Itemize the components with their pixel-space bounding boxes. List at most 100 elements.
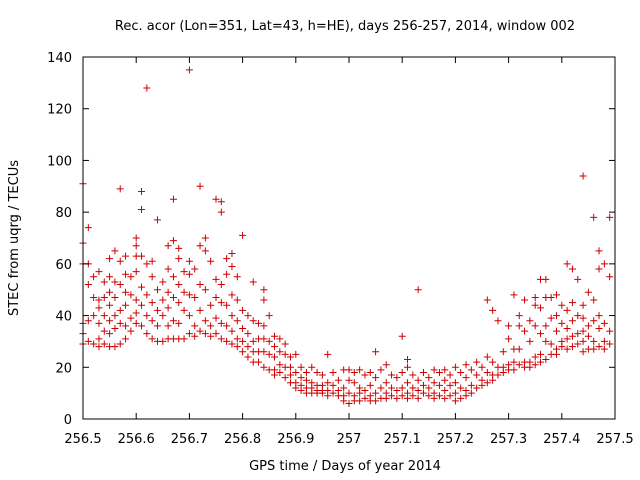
data-point — [116, 185, 124, 193]
y-tick-label: 120 — [47, 103, 72, 118]
data-point — [552, 350, 560, 358]
data-point — [169, 273, 177, 281]
data-point — [600, 319, 608, 327]
data-point — [361, 371, 369, 379]
data-point — [372, 397, 380, 405]
data-point — [138, 252, 146, 260]
data-point — [297, 374, 305, 382]
data-point — [185, 270, 193, 278]
data-point — [159, 312, 167, 320]
y-tick-label: 140 — [47, 51, 72, 66]
y-axis: 0 20 40 60 80 100 120 140 — [47, 51, 615, 428]
data-point — [132, 319, 140, 327]
data-point — [451, 363, 459, 371]
data-point — [233, 317, 241, 325]
data-point — [318, 371, 326, 379]
data-point — [286, 363, 294, 371]
y-tick-label: 60 — [55, 258, 72, 273]
data-point — [138, 283, 146, 291]
data-point — [191, 265, 199, 273]
data-point — [531, 301, 539, 309]
x-tick-label: 256.8 — [224, 432, 261, 447]
data-point — [153, 306, 161, 314]
x-axis-label: GPS time / Days of year 2014 — [249, 459, 441, 474]
data-point — [590, 213, 598, 221]
data-point — [584, 332, 592, 340]
data-point — [414, 376, 422, 384]
data-point — [563, 345, 571, 353]
data-point — [175, 299, 183, 307]
data-point — [600, 345, 608, 353]
data-point — [249, 278, 257, 286]
data-point — [244, 343, 252, 351]
x-tick-label: 256.7 — [171, 432, 208, 447]
data-point — [100, 327, 108, 335]
data-point — [111, 293, 119, 301]
data-point — [377, 384, 385, 392]
data-point — [111, 325, 119, 332]
data-point — [260, 296, 268, 304]
data-point — [148, 335, 156, 343]
data-point — [127, 291, 135, 299]
data-point — [404, 356, 412, 364]
data-point — [595, 343, 603, 351]
x-tick-label: 257.1 — [384, 432, 421, 447]
data-point — [414, 286, 422, 294]
data-point — [164, 288, 172, 296]
data-point — [419, 381, 427, 389]
x-tick-label: 257.4 — [543, 432, 580, 447]
data-point — [350, 379, 358, 387]
data-point — [169, 317, 177, 325]
data-point — [106, 288, 114, 296]
data-point — [398, 332, 406, 340]
data-point — [467, 381, 475, 389]
data-point — [382, 361, 390, 369]
data-point — [297, 387, 305, 395]
data-point — [302, 376, 310, 384]
data-point — [579, 348, 587, 356]
data-point — [239, 348, 247, 356]
data-point — [106, 317, 114, 325]
data-point — [568, 299, 576, 307]
data-point — [542, 356, 550, 364]
data-point — [196, 182, 204, 190]
data-point — [579, 172, 587, 180]
data-point — [169, 293, 177, 301]
data-point — [292, 384, 300, 392]
data-point — [228, 250, 236, 258]
data-point — [233, 273, 241, 281]
data-point — [132, 268, 140, 276]
data-point — [574, 330, 582, 338]
data-point — [159, 337, 167, 345]
data-point — [563, 260, 571, 268]
data-point — [462, 374, 470, 382]
data-point — [239, 306, 247, 314]
data-point — [574, 275, 582, 283]
data-point — [606, 327, 614, 335]
data-point — [552, 291, 560, 299]
data-point — [499, 368, 507, 376]
data-point — [84, 317, 92, 325]
data-point — [404, 379, 412, 387]
data-point — [201, 234, 209, 242]
data-point — [153, 322, 161, 330]
data-point — [164, 322, 172, 330]
data-point — [106, 301, 114, 309]
data-point — [537, 358, 545, 366]
data-point — [547, 293, 555, 301]
data-point — [489, 376, 497, 384]
data-point — [244, 312, 252, 320]
data-point — [185, 257, 193, 265]
data-point — [441, 394, 449, 402]
data-point — [127, 314, 135, 322]
data-point — [574, 312, 582, 320]
data-point — [366, 381, 374, 389]
data-point — [111, 343, 119, 351]
data-point — [393, 374, 401, 382]
data-point — [526, 317, 534, 325]
data-point — [483, 368, 491, 376]
data-point — [255, 319, 263, 327]
data-point — [531, 293, 539, 301]
data-point — [489, 306, 497, 314]
data-point — [313, 368, 321, 376]
